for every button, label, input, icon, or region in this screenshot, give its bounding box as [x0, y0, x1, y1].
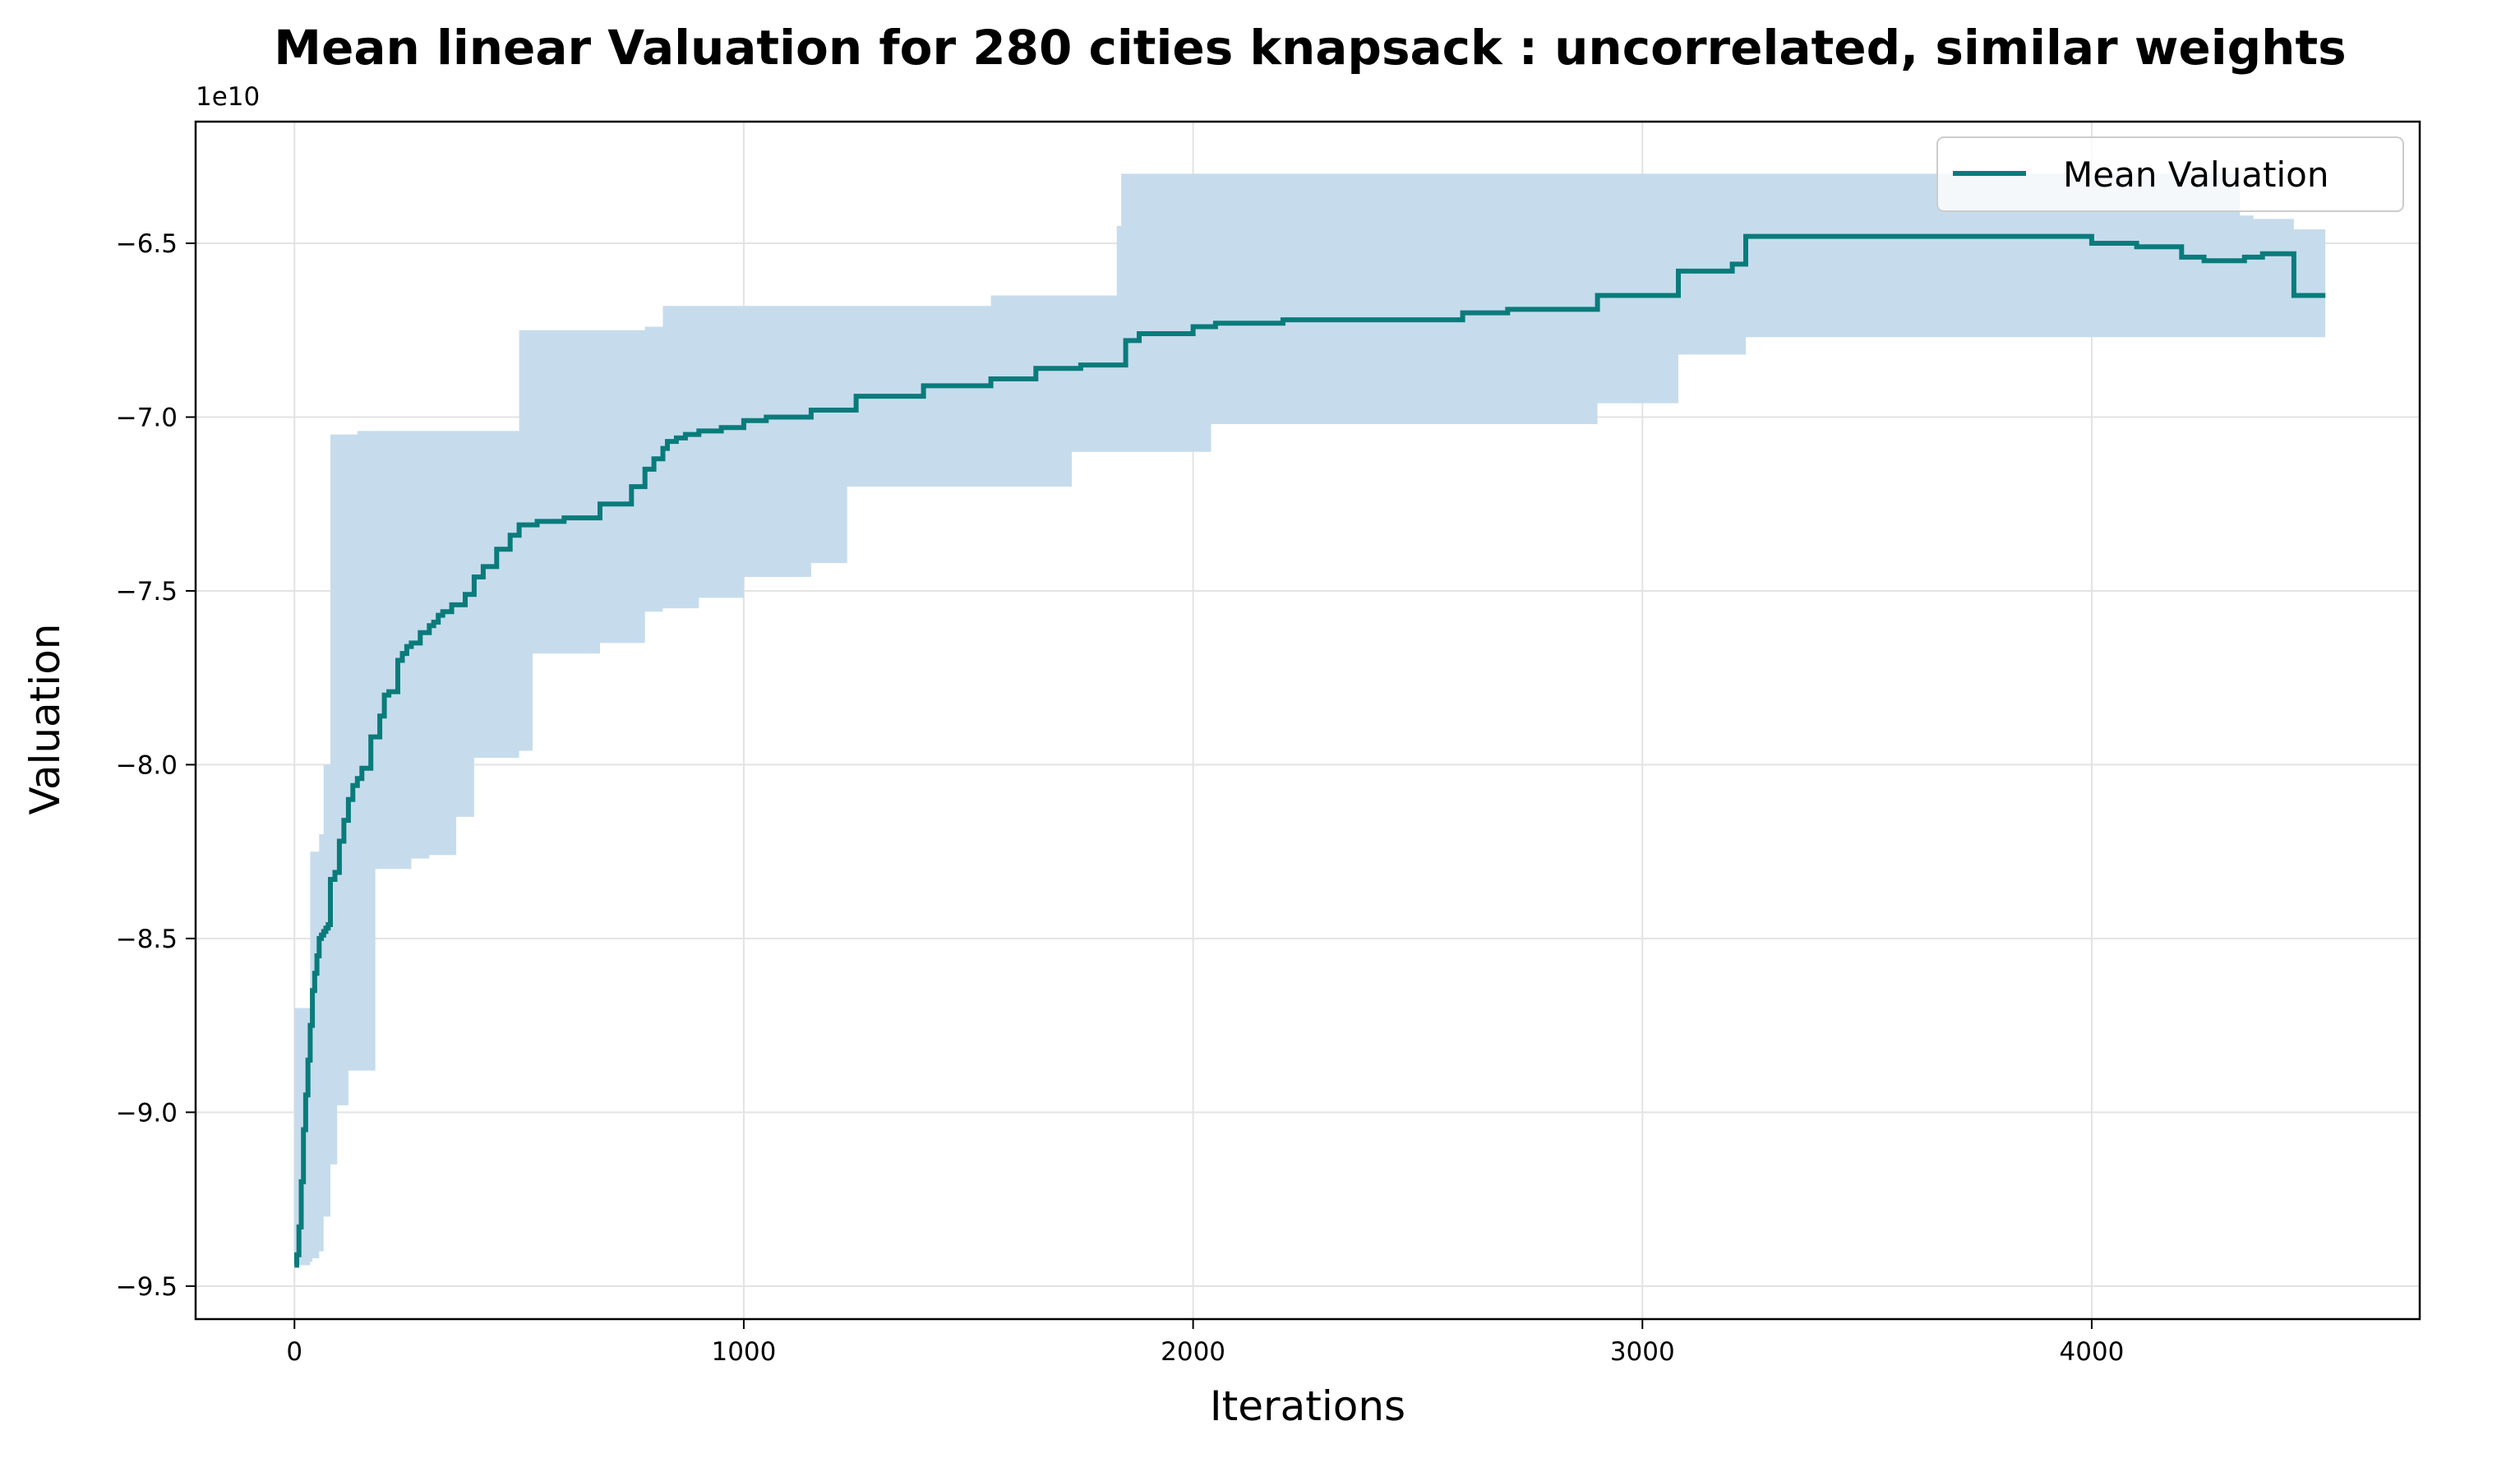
x-tick-label: 4000	[2059, 1337, 2124, 1367]
x-tick-label: 3000	[1610, 1337, 1675, 1367]
y-tick-label: −7.5	[116, 577, 178, 607]
x-axis-title: Iterations	[1210, 1382, 1405, 1430]
legend: Mean Valuation	[1936, 136, 2404, 212]
x-axis: 0 1000 2000 3000 4000	[286, 1319, 2124, 1367]
y-axis-title: Valuation	[21, 624, 69, 815]
y-offset-label: 1e10	[196, 82, 260, 112]
y-tick-label: −8.5	[116, 925, 178, 954]
mean-valuation-line	[294, 233, 2326, 1268]
plot-frame	[194, 120, 2421, 1321]
x-tick-label: 2000	[1161, 1337, 1225, 1367]
x-tick-label: 1000	[711, 1337, 776, 1367]
legend-label: Mean Valuation	[2063, 155, 2328, 195]
y-tick-label: −6.5	[116, 229, 178, 259]
y-tick-label: −8.0	[116, 750, 178, 780]
y-tick-label: −9.5	[116, 1272, 178, 1302]
y-tick-label: −9.0	[116, 1098, 178, 1128]
chart-title: Mean linear Valuation for 280 cities kna…	[274, 20, 2346, 76]
x-tick-label: 0	[286, 1337, 302, 1367]
legend-box	[1936, 136, 2404, 212]
y-tick-label: −7.0	[116, 403, 178, 432]
confidence-band	[294, 173, 2326, 1266]
y-axis: −9.5 −9.0 −8.5 −8.0 −7.5 −7.0 −6.5	[116, 229, 196, 1302]
